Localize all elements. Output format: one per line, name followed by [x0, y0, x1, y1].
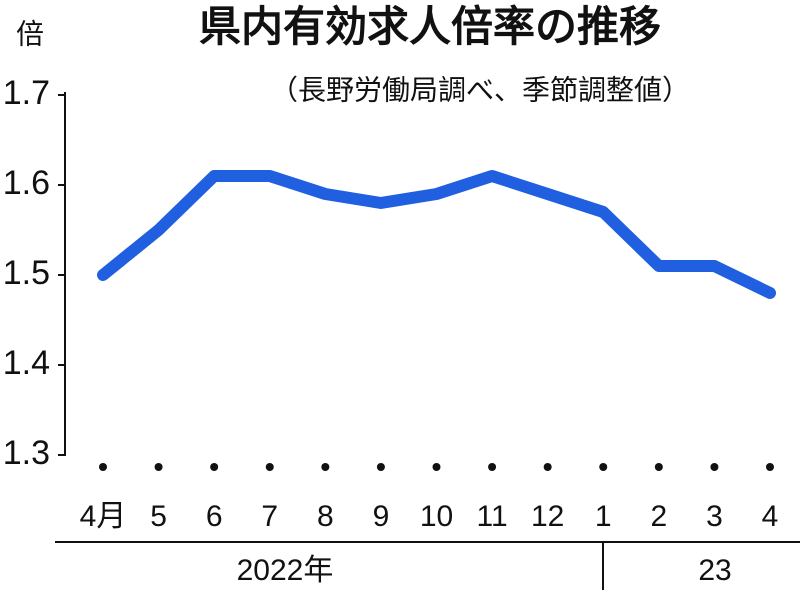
data-line [97, 170, 776, 299]
y-axis-label: 倍 [16, 18, 44, 49]
category-dot [210, 463, 219, 471]
x-tick-label: 12 [531, 500, 564, 533]
category-dot [488, 463, 497, 471]
y-tick-label: 1.5 [3, 254, 50, 292]
x-tick-label: 10 [420, 500, 453, 533]
category-dot [321, 463, 330, 471]
y-tick-label: 1.7 [3, 74, 50, 112]
x-tick-label: 6 [206, 500, 223, 533]
chart-subtitle: （長野労働局調べ、季節調整値） [270, 74, 690, 105]
x-tick-label: 3 [706, 500, 723, 533]
category-dot [543, 463, 552, 471]
x-tick-label: 9 [373, 500, 390, 533]
category-dot [432, 463, 441, 471]
x-tick-label: 4月 [80, 500, 127, 533]
x-tick-label: 11 [477, 500, 508, 533]
y-tick-label: 1.3 [3, 434, 50, 472]
category-dot [710, 463, 719, 471]
x-tick-label: 2 [650, 500, 667, 533]
category-dot [99, 463, 107, 471]
category-dot [154, 463, 163, 471]
x-tick-label: 5 [150, 500, 167, 533]
x-tick-label: 8 [317, 500, 334, 533]
year-label: 2022年 [237, 554, 334, 587]
x-tick-label: 1 [595, 500, 612, 533]
y-tick-label: 1.6 [3, 164, 50, 202]
year-label: 23 [698, 554, 731, 587]
category-dot [376, 463, 385, 471]
y-tick-label: 1.4 [3, 344, 50, 382]
x-tick-label: 7 [261, 500, 278, 533]
category-dot [654, 463, 663, 471]
x-tick-label: 4 [762, 500, 779, 533]
chart-title: 県内有効求人倍率の推移 [199, 3, 661, 50]
category-dot [599, 463, 608, 471]
category-dot [766, 463, 774, 471]
category-dot [265, 463, 274, 471]
